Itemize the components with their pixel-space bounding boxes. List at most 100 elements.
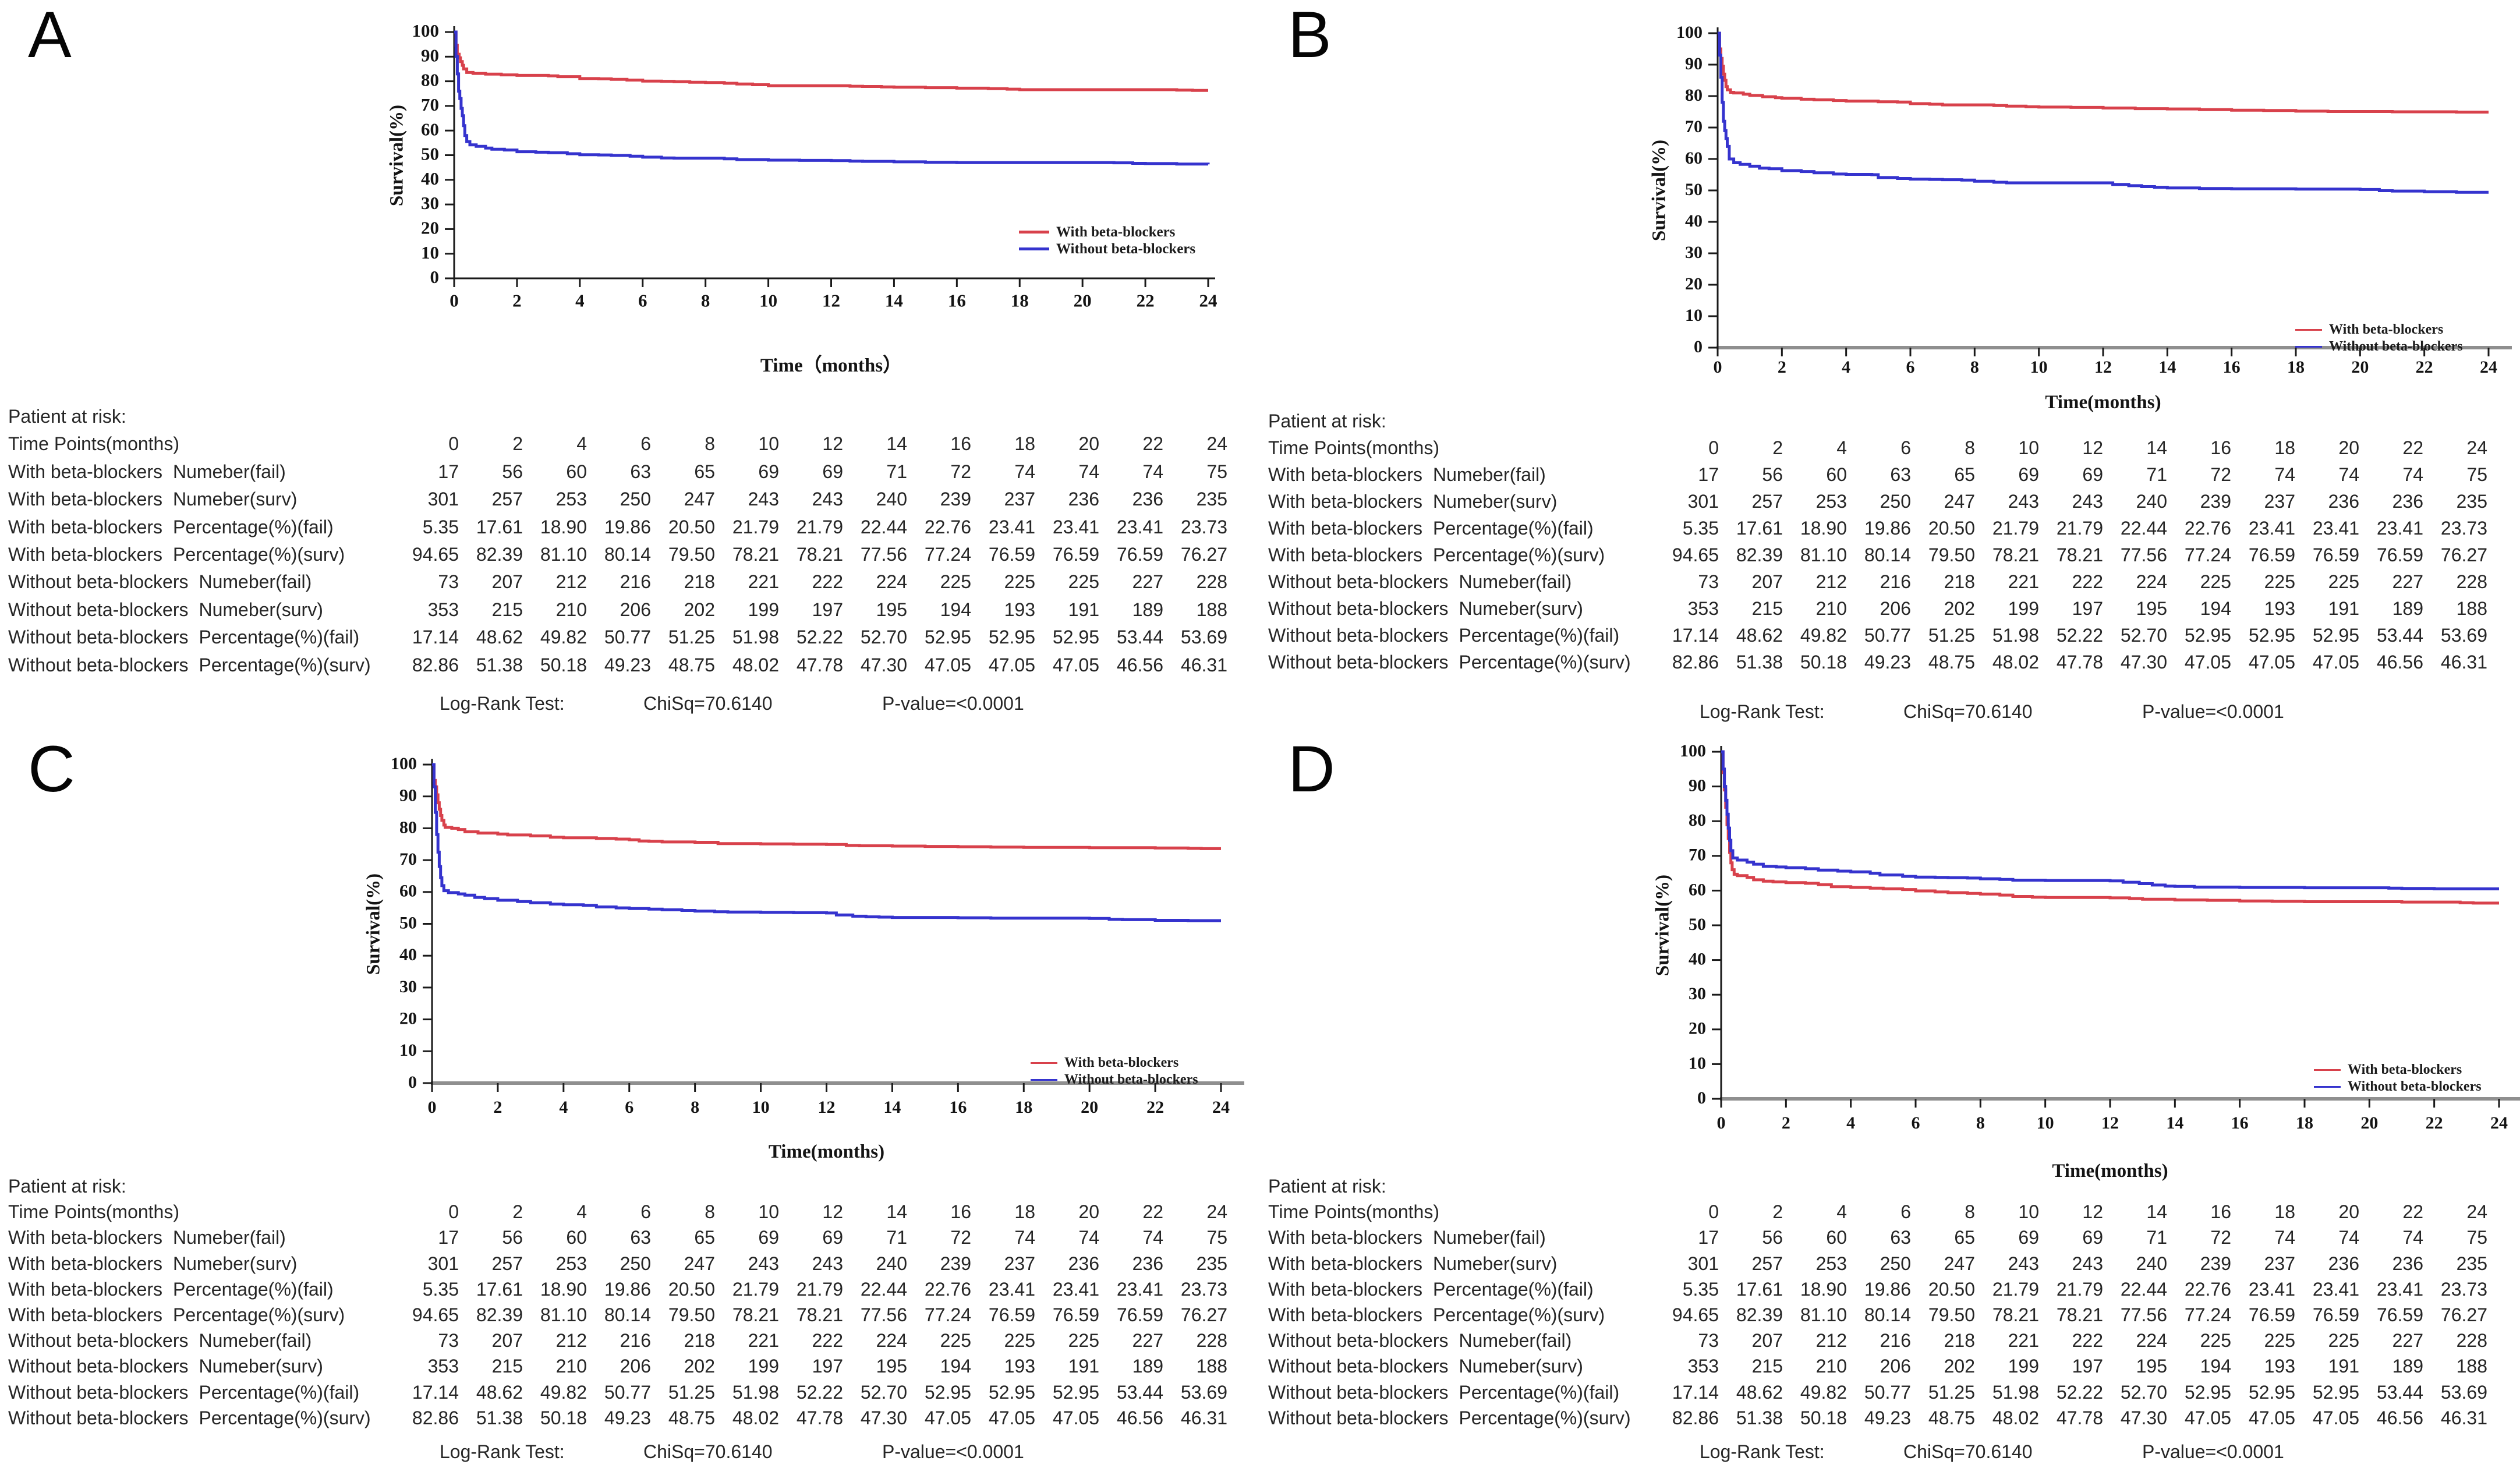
legend-line-swatch-with-beta-blockers (2295, 329, 2322, 331)
x-tick-label: 18 (2287, 358, 2305, 377)
risk-row-label: Without beta-blockers Percentage(%)(fail) (1268, 1379, 1619, 1405)
risk-row-label: Without beta-blockers Percentage(%)(fail) (8, 1379, 359, 1405)
risk-cell: 53.69 (1180, 1381, 1227, 1403)
y-tick-label: 0 (408, 1073, 417, 1092)
x-tick-label: 24 (2490, 1113, 2508, 1133)
risk-cell: 247 (684, 1253, 715, 1274)
risk-cell: 18.90 (1800, 1278, 1847, 1300)
panel-label-a: A (28, 0, 72, 71)
risk-cell: 193 (2264, 598, 2295, 619)
time-point-header-cell: 4 (1836, 1201, 1847, 1223)
risk-cell: 239 (940, 489, 971, 510)
y-tick-label: 50 (1685, 180, 1703, 199)
legend-item-with-beta-blockers: With beta-blockers (1031, 1055, 1198, 1071)
risk-cell: 80.14 (604, 544, 651, 565)
risk-row-group: With beta-blockers (8, 1278, 162, 1300)
time-points-header-label: Time Points(months) (1268, 437, 1439, 458)
risk-cell: 76.27 (2440, 544, 2487, 565)
risk-row-label: Without beta-blockers Numeber(surv) (1268, 595, 1583, 622)
y-tick-label: 0 (1694, 337, 1703, 356)
risk-cell: 21.79 (2056, 1278, 2103, 1300)
y-tick-label: 30 (421, 193, 439, 213)
risk-cell: 301 (427, 1253, 459, 1274)
risk-row-label: With beta-blockers Numeber(fail) (8, 1225, 286, 1250)
risk-cell: 210 (1815, 598, 1847, 619)
risk-cell: 207 (491, 571, 523, 593)
risk-cell: 81.10 (1800, 544, 1847, 565)
risk-cell: 69 (758, 461, 779, 482)
risk-cell: 47.05 (924, 1407, 971, 1428)
x-tick-label: 22 (2426, 1113, 2443, 1133)
risk-row-group: With beta-blockers (8, 489, 162, 510)
risk-cell: 195 (2136, 598, 2167, 619)
legend-item-with-beta-blockers: With beta-blockers (2295, 321, 2463, 338)
risk-cell: 243 (748, 489, 779, 510)
risk-cell: 81.10 (540, 544, 587, 565)
legend-line-swatch-without-beta-blockers (2314, 1086, 2341, 1088)
risk-table-row: Without beta-blockers Numeber(surv) 353 215… (1260, 595, 2520, 622)
risk-cell: 50.18 (540, 1407, 587, 1428)
risk-cell: 236 (1132, 1253, 1163, 1274)
risk-cell: 250 (1880, 1253, 1911, 1274)
risk-cell: 74 (2402, 464, 2423, 485)
risk-cell: 73 (1698, 571, 1719, 592)
risk-cell: 194 (940, 1356, 971, 1377)
x-tick-label: 10 (2030, 358, 2048, 377)
x-tick-label: 6 (1912, 1113, 1920, 1133)
risk-cell: 189 (2392, 598, 2423, 619)
risk-cell: 236 (2392, 491, 2423, 512)
risk-cell: 94.65 (1672, 544, 1719, 565)
risk-row-group: Without beta-blockers (8, 654, 189, 675)
y-axis-title: Survival(%) (363, 873, 384, 975)
risk-cell: 76.59 (1052, 544, 1099, 565)
risk-table-header-row: Time Points(months) 0 2 4 6 8 10 12 14 16 18 20 22 24 (1260, 1199, 2520, 1225)
risk-cell: 52.95 (2312, 625, 2359, 646)
risk-row-label: Without beta-blockers Numeber(surv) (8, 1353, 323, 1379)
risk-cell: 243 (2072, 1253, 2103, 1274)
risk-table-header-row: Time Points(months) 0 2 4 6 8 10 12 14 16 18 20 22 24 (0, 1199, 1260, 1225)
risk-cell: 236 (2328, 1253, 2359, 1274)
time-point-header-cell: 4 (1836, 437, 1847, 458)
risk-cell: 228 (1196, 1330, 1227, 1352)
risk-cell: 81.10 (1800, 1304, 1847, 1325)
time-point-header-cell: 8 (705, 1201, 715, 1223)
chart-legend: With beta-blockers Without beta-blockers (2314, 1062, 2482, 1095)
risk-table-row: With beta-blockers Numeber(surv) 301 257 253… (0, 486, 1260, 513)
risk-cell: 82.39 (476, 544, 523, 565)
km-curve-with-beta-blockers (432, 763, 1221, 850)
risk-row-metric: Percentage(%)(fail) (172, 516, 334, 537)
km-curve-without-beta-blockers (1721, 750, 2499, 890)
risk-cell: 51.38 (476, 654, 523, 675)
risk-cell: 77.56 (860, 544, 907, 565)
risk-cell: 236 (2328, 491, 2359, 512)
risk-row-group: With beta-blockers (1268, 491, 1422, 512)
risk-cell: 77.24 (924, 1304, 971, 1325)
time-point-header-cell: 6 (1900, 437, 1911, 458)
risk-cell: 215 (491, 599, 523, 620)
chisq-value: ChiSq=70.6140 (1903, 1441, 2033, 1462)
y-tick-label: 90 (1685, 54, 1703, 73)
risk-cell: 19.86 (604, 516, 651, 537)
risk-row-group: With beta-blockers (8, 544, 162, 565)
risk-cell: 78.21 (796, 544, 843, 565)
risk-cell: 78.21 (2056, 1304, 2103, 1325)
legend-label: Without beta-blockers (1064, 1072, 1198, 1087)
risk-cell: 257 (491, 1253, 523, 1274)
time-point-header-cell: 18 (1014, 1201, 1035, 1223)
time-point-header-cell: 22 (2402, 1201, 2423, 1223)
risk-cell: 71 (2146, 464, 2167, 485)
risk-cell: 75 (2466, 1227, 2487, 1248)
risk-row-group: Without beta-blockers (8, 1356, 189, 1377)
risk-row-metric: Percentage(%)(surv) (1432, 544, 1605, 565)
legend-line-swatch-with-beta-blockers (2314, 1069, 2341, 1071)
risk-cell: 76.59 (2376, 1304, 2423, 1325)
risk-cell: 17.61 (1736, 1278, 1783, 1300)
km-chart-c: 0 10 20 30 40 50 60 70 80 90 100 0 2 4 6 8 10 12 14 16 18 20 2… (0, 734, 1260, 1468)
risk-cell: 253 (1815, 491, 1847, 512)
risk-row-group: Without beta-blockers (1268, 1356, 1449, 1377)
risk-cell: 253 (555, 489, 587, 510)
logrank-test-label: Log-Rank Test: (440, 693, 565, 714)
x-tick-label: 14 (2158, 358, 2176, 377)
risk-row-metric: Percentage(%)(surv) (199, 654, 371, 675)
risk-cell: 69 (2082, 1227, 2103, 1248)
